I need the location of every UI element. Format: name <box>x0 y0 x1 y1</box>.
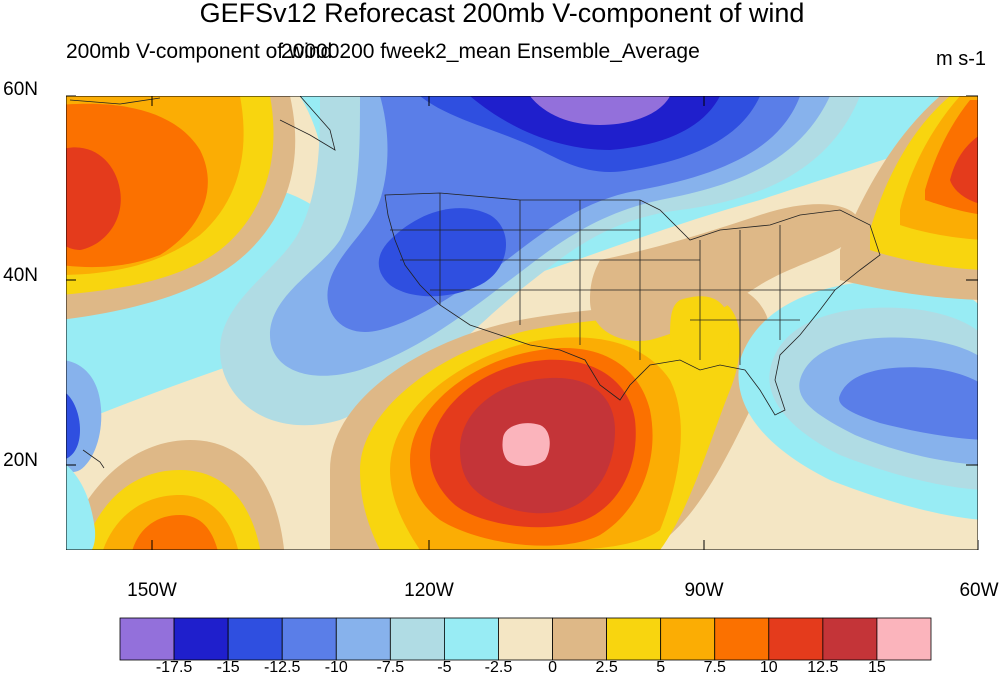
colorbar-swatch <box>227 617 283 661</box>
map-ticks <box>66 95 979 550</box>
colorbar-level-label: -12.5 <box>263 659 301 676</box>
colorbar-swatch <box>443 617 499 661</box>
colorbar-level-label: 15 <box>868 659 886 676</box>
colorbar-level-label: -2.5 <box>484 659 513 676</box>
colorbar-level-label: 5 <box>656 659 666 676</box>
colorbar-swatch <box>822 617 878 661</box>
colorbar-swatch <box>389 617 445 661</box>
colorbar-swatch <box>768 617 824 661</box>
colorbar-swatch <box>119 617 175 661</box>
boundaries <box>69 96 881 469</box>
colorbar-level-label: -15 <box>216 659 240 676</box>
colorbar-swatch <box>173 617 229 661</box>
lat-label-40n: 40N <box>3 265 38 286</box>
colorbar-level-label: 2.5 <box>595 659 618 676</box>
units-label: m s-1 <box>936 48 986 70</box>
northern-negative-region <box>220 96 860 426</box>
colorbar-level-label: -7.5 <box>376 659 405 676</box>
lat-label-60n: 60N <box>3 79 38 100</box>
colorbar-swatch <box>281 617 337 661</box>
north-atlantic-positive-region <box>840 96 978 300</box>
colorbar-level-label: -5 <box>437 659 452 676</box>
colorbar-swatch <box>552 617 607 661</box>
atlantic-negative-region <box>738 280 978 520</box>
wind-contours <box>66 96 978 550</box>
mexico-positive-region <box>330 286 772 550</box>
lon-label-90w: 90W <box>684 580 724 601</box>
lon-label-150w: 150W <box>127 580 177 601</box>
colorbar-swatch <box>714 617 770 661</box>
colorbar-level-label: 10 <box>759 659 778 676</box>
variable-subtitle: 200mb V-component of wind <box>66 40 333 63</box>
lon-label-60w: 60W <box>959 580 999 601</box>
colorbar-swatch <box>335 617 391 661</box>
lon-label-120w: 120W <box>404 580 454 601</box>
colorbar-swatch <box>660 617 716 661</box>
colorbar-level-label: 0 <box>548 659 557 676</box>
colorbar <box>119 617 932 661</box>
colorbar-swatch <box>606 617 662 661</box>
lat-label-20n: 20N <box>3 450 38 471</box>
colorbar-level-label: 7.5 <box>703 659 726 676</box>
map-title: GEFSv12 Reforecast 200mb V-component of … <box>199 0 805 28</box>
date-subtitle: 20000200 fweek2_mean Ensemble_Average <box>281 40 700 63</box>
subtropical-pacific-positive-region <box>66 360 285 550</box>
colorbar-level-label: -10 <box>324 659 348 676</box>
colorbar-swatch <box>876 617 932 661</box>
pacific-positive-region <box>66 96 296 320</box>
colorbar-level-label: 12.5 <box>807 659 839 676</box>
colorbar-level-label: -17.5 <box>155 659 193 676</box>
colorbar-swatch <box>498 617 553 661</box>
